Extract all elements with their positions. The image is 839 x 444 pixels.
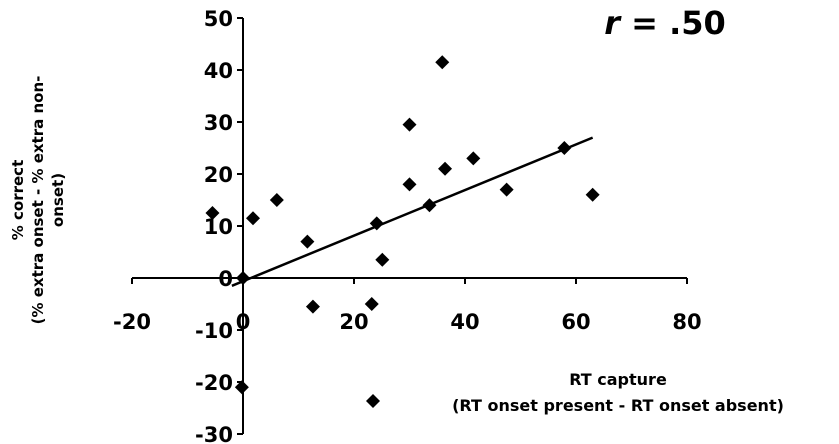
data-point bbox=[205, 206, 220, 220]
x-tick-label: 20 bbox=[339, 310, 368, 334]
data-point bbox=[375, 252, 390, 267]
data-point bbox=[402, 117, 417, 132]
legend bbox=[366, 394, 380, 408]
y-axis-title-line-3: onset) bbox=[49, 173, 67, 227]
x-axis-title-line-1: RT capture bbox=[569, 370, 667, 389]
y-tick-label: 30 bbox=[204, 111, 233, 135]
trendline bbox=[231, 136, 594, 287]
x-tick-label: 80 bbox=[672, 310, 701, 334]
correlation-annotation: r = .50 bbox=[604, 4, 726, 42]
data-point bbox=[245, 211, 260, 226]
data-point bbox=[499, 182, 514, 197]
y-tick-label: 40 bbox=[204, 59, 233, 83]
y-tick-label: 10 bbox=[204, 215, 233, 239]
legend-diamond-marker-icon bbox=[366, 394, 380, 408]
data-point bbox=[402, 177, 417, 192]
y-tick-label: -20 bbox=[195, 371, 233, 395]
y-axis-ticks: -30 -20 -10 0 10 20 30 40 50 bbox=[195, 7, 243, 444]
data-point bbox=[269, 193, 284, 207]
data-point bbox=[369, 216, 384, 231]
y-axis-title-line-1: % correct bbox=[9, 160, 27, 240]
x-axis-title-line-2: (RT onset present - RT onset absent) bbox=[452, 396, 784, 415]
y-tick-label: 20 bbox=[204, 163, 233, 187]
data-point bbox=[236, 271, 250, 285]
x-tick-label: -20 bbox=[113, 310, 151, 334]
y-tick-label: -10 bbox=[195, 319, 233, 343]
y-tick-label: 0 bbox=[218, 267, 233, 291]
data-point bbox=[305, 299, 320, 314]
data-point bbox=[435, 55, 450, 70]
data-point bbox=[364, 297, 379, 311]
data-point bbox=[234, 380, 249, 395]
x-axis-ticks: -20 0 20 40 60 80 bbox=[113, 278, 702, 334]
x-tick-label: 40 bbox=[450, 310, 479, 334]
data-point bbox=[300, 234, 315, 249]
data-point bbox=[557, 141, 572, 155]
y-axis-title-line-2: (% extra onset - % extra non- bbox=[29, 76, 47, 325]
x-tick-label: 0 bbox=[236, 310, 251, 334]
y-axis-title: % correct (% extra onset - % extra non- … bbox=[9, 76, 67, 325]
data-point bbox=[466, 151, 481, 166]
y-tick-label: 50 bbox=[204, 7, 233, 31]
data-point bbox=[438, 161, 453, 176]
x-tick-label: 60 bbox=[561, 310, 590, 334]
data-point bbox=[422, 198, 437, 213]
y-tick-label: -30 bbox=[195, 423, 233, 444]
data-point bbox=[585, 187, 600, 202]
data-points bbox=[205, 55, 600, 395]
